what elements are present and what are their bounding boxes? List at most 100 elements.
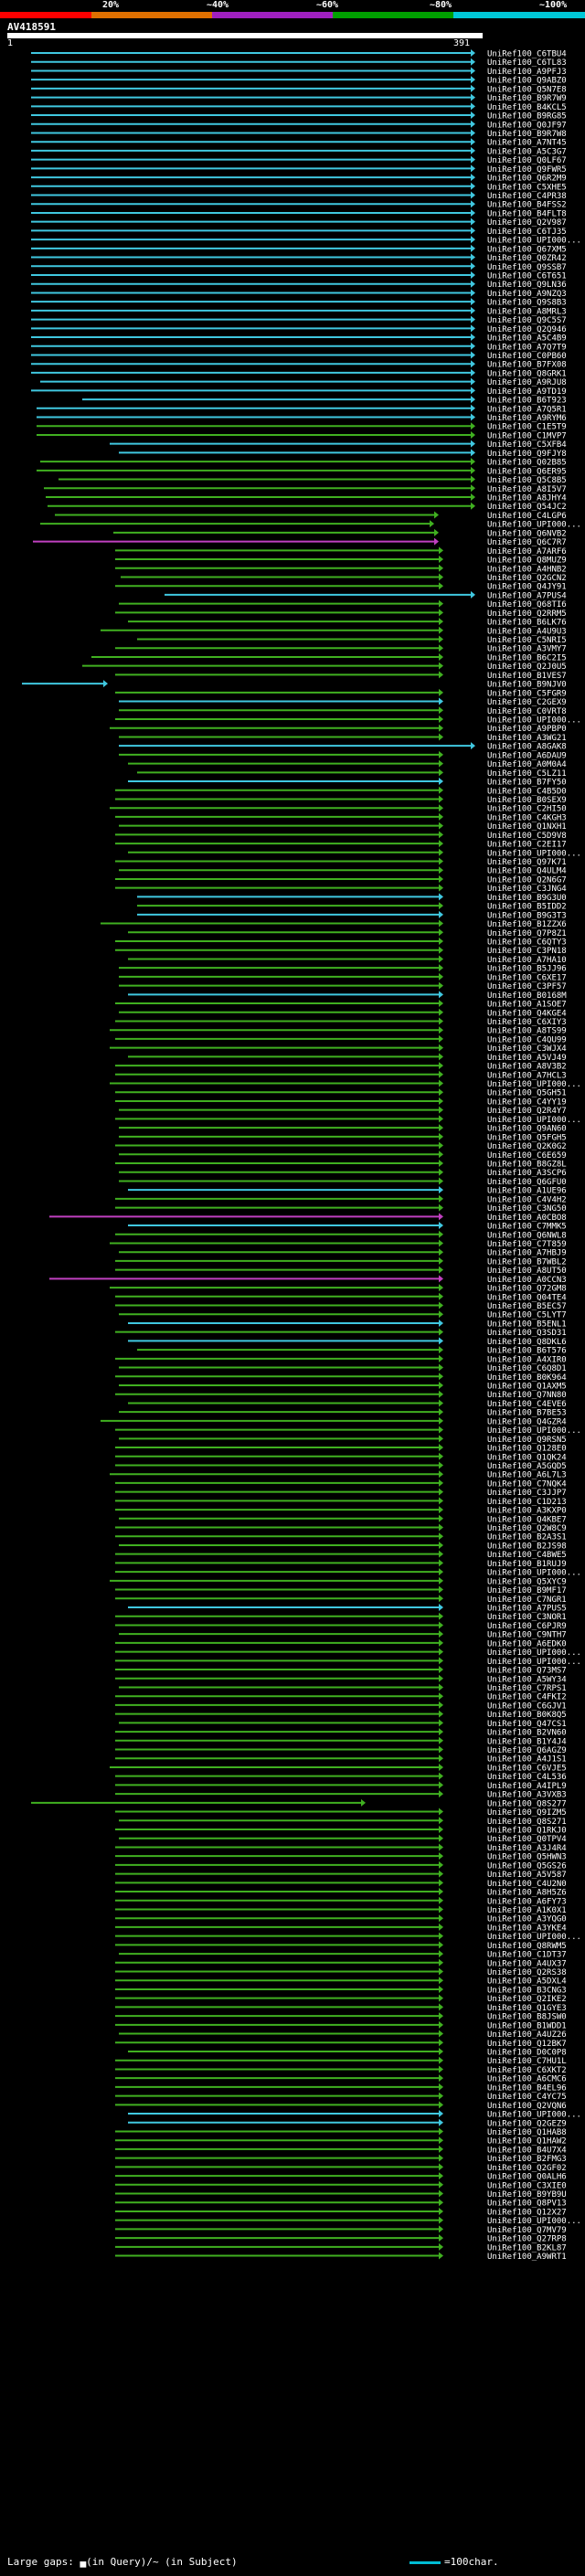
hit-label[interactable]: UniRef100_Q2GF02 xyxy=(487,2164,567,2173)
hit-row[interactable]: UniRef100_C5NRI5 xyxy=(137,635,567,646)
hit-row[interactable]: UniRef100_A9WRT1 xyxy=(115,2252,567,2263)
hit-label[interactable]: UniRef100_A4UX37 xyxy=(487,1959,567,1968)
hit-row[interactable]: UniRef100_A8MRL3 xyxy=(31,306,567,317)
hit-row[interactable]: UniRef100_UPI000... xyxy=(115,1115,581,1125)
hit-label[interactable]: UniRef100_C4FKI2 xyxy=(487,1693,567,1702)
hit-row[interactable]: UniRef100_Q8S271 xyxy=(119,1817,567,1827)
hit-label[interactable]: UniRef100_Q6C7R7 xyxy=(487,538,567,547)
hit-label[interactable]: UniRef100_C4PR38 xyxy=(487,192,567,201)
hit-row[interactable]: UniRef100_A3KXP0 xyxy=(115,1506,567,1516)
hit-row[interactable]: UniRef100_Q1NXH1 xyxy=(119,822,567,832)
hit-label[interactable]: UniRef100_C4YY19 xyxy=(487,1097,567,1107)
hit-row[interactable]: UniRef100_Q6NWL8 xyxy=(115,1230,567,1241)
hit-row[interactable]: UniRef100_Q9RSN5 xyxy=(119,1435,567,1445)
hit-row[interactable]: UniRef100_Q128E0 xyxy=(115,1444,567,1454)
hit-label[interactable]: UniRef100_Q9RSN5 xyxy=(487,1436,567,1445)
hit-label[interactable]: UniRef100_C5XFB4 xyxy=(487,440,567,450)
hit-row[interactable]: UniRef100_UPI000... xyxy=(115,1657,581,1667)
hit-label[interactable]: UniRef100_C4KGH3 xyxy=(487,813,567,822)
hit-label[interactable]: UniRef100_Q6NWL8 xyxy=(487,1231,567,1240)
hit-label[interactable]: UniRef100_Q72GM8 xyxy=(487,1285,567,1294)
hit-label[interactable]: UniRef100_C4QU99 xyxy=(487,1035,567,1044)
hit-row[interactable]: UniRef100_B6LK76 xyxy=(128,618,567,628)
hit-row[interactable]: UniRef100_A7PUS5 xyxy=(128,1604,567,1614)
hit-row[interactable]: UniRef100_Q3SD31 xyxy=(115,1328,567,1339)
hit-row[interactable]: UniRef100_Q0JF97 xyxy=(31,120,567,131)
hit-row[interactable]: UniRef100_Q5XYC9 xyxy=(110,1576,567,1587)
hit-row[interactable]: UniRef100_UPI000... xyxy=(115,2216,581,2227)
hit-row[interactable]: UniRef100_UPI000... xyxy=(40,520,581,530)
hit-label[interactable]: UniRef100_A9RYM6 xyxy=(487,414,567,423)
hit-label[interactable]: UniRef100_B5JJ96 xyxy=(487,965,567,974)
hit-label[interactable]: UniRef100_A1SOE7 xyxy=(487,1001,567,1010)
hit-row[interactable]: UniRef100_B2VN60 xyxy=(115,1728,567,1738)
hit-row[interactable]: UniRef100_B7FX08 xyxy=(31,360,567,370)
hit-label[interactable]: UniRef100_B1ZZX6 xyxy=(487,920,567,929)
hit-label[interactable]: UniRef100_B0168M xyxy=(487,991,567,1001)
hit-label[interactable]: UniRef100_A9PFJ3 xyxy=(487,68,567,77)
hit-row[interactable]: UniRef100_Q9ABZ0 xyxy=(31,76,567,86)
hit-row[interactable]: UniRef100_Q72GM8 xyxy=(110,1284,567,1294)
hit-label[interactable]: UniRef100_B0K8Q5 xyxy=(487,1711,567,1720)
hit-label[interactable]: UniRef100_B0SEX9 xyxy=(487,796,567,805)
hit-label[interactable]: UniRef100_C7RPS1 xyxy=(487,1684,567,1693)
hit-label[interactable]: UniRef100_UPI000... xyxy=(487,1569,581,1578)
hit-label[interactable]: UniRef100_B7BE53 xyxy=(487,1409,567,1418)
hit-row[interactable]: UniRef100_C1D213 xyxy=(115,1497,567,1507)
hit-row[interactable]: UniRef100_A0CBO8 xyxy=(49,1213,567,1223)
hit-row[interactable]: UniRef100_Q5HWN3 xyxy=(115,1852,567,1862)
hit-label[interactable]: UniRef100_B4U7X4 xyxy=(487,2146,567,2155)
hit-row[interactable]: UniRef100_B9R7W9 xyxy=(31,93,567,104)
hit-row[interactable]: UniRef100_B9MF17 xyxy=(115,1585,567,1596)
hit-row[interactable]: UniRef100_Q1HAW2 xyxy=(115,2136,567,2147)
hit-row[interactable]: UniRef100_B4FLT8 xyxy=(31,208,567,219)
hit-row[interactable]: UniRef100_B9YB9U xyxy=(115,2189,567,2200)
hit-label[interactable]: UniRef100_B9G3U0 xyxy=(487,894,567,903)
hit-label[interactable]: UniRef100_Q8S271 xyxy=(487,1818,567,1827)
hit-label[interactable]: UniRef100_Q0ZR42 xyxy=(487,254,567,263)
hit-row[interactable]: UniRef100_B9G3T3 xyxy=(137,910,567,921)
hit-row[interactable]: UniRef100_A4IPL9 xyxy=(115,1781,567,1791)
hit-row[interactable]: UniRef100_Q2Q946 xyxy=(31,324,567,334)
hit-label[interactable]: UniRef100_Q5GS26 xyxy=(487,1861,567,1871)
hit-label[interactable]: UniRef100_Q1HAW2 xyxy=(487,2137,567,2147)
hit-label[interactable]: UniRef100_Q6R2M9 xyxy=(487,175,567,184)
hit-label[interactable]: UniRef100_C3XIE0 xyxy=(487,2181,567,2190)
hit-row[interactable]: UniRef100_A5V587 xyxy=(115,1870,567,1881)
hit-row[interactable]: UniRef100_Q8PV13 xyxy=(115,2199,567,2209)
hit-row[interactable]: UniRef100_Q2K0G2 xyxy=(115,1141,567,1152)
hit-label[interactable]: UniRef100_Q2Q946 xyxy=(487,325,567,334)
hit-label[interactable]: UniRef100_UPI000... xyxy=(487,1080,581,1089)
hit-label[interactable]: UniRef100_Q4JY91 xyxy=(487,583,567,592)
hit-row[interactable]: UniRef100_C4YY19 xyxy=(115,1097,567,1108)
hit-row[interactable]: UniRef100_Q2J0U5 xyxy=(82,662,567,673)
hit-label[interactable]: UniRef100_C4U2N0 xyxy=(487,1880,567,1889)
hit-row[interactable]: UniRef100_C3PF57 xyxy=(119,981,567,992)
hit-row[interactable]: UniRef100_Q1GYE3 xyxy=(115,2003,567,2013)
hit-label[interactable]: UniRef100_A3YQG0 xyxy=(487,1915,567,1924)
hit-label[interactable]: UniRef100_Q9S8B3 xyxy=(487,299,567,308)
hit-row[interactable]: UniRef100_C6T651 xyxy=(31,271,567,281)
hit-row[interactable]: UniRef100_A4UZ26 xyxy=(119,2030,567,2041)
hit-label[interactable]: UniRef100_B1RUJ9 xyxy=(487,1560,567,1569)
hit-label[interactable]: UniRef100_B7WBL2 xyxy=(487,1257,567,1267)
hit-label[interactable]: UniRef100_C6XIY3 xyxy=(487,1018,567,1027)
hit-row[interactable]: UniRef100_Q4GZR4 xyxy=(101,1416,567,1427)
hit-row[interactable]: UniRef100_Q5FGH5 xyxy=(119,1132,567,1143)
hit-label[interactable]: UniRef100_Q0JF97 xyxy=(487,121,567,130)
hit-row[interactable]: UniRef100_B9NJV0 xyxy=(22,680,567,690)
hit-label[interactable]: UniRef100_Q8PV13 xyxy=(487,2200,567,2209)
hit-label[interactable]: UniRef100_B9R7W8 xyxy=(487,130,567,139)
hit-row[interactable]: UniRef100_Q0ZR42 xyxy=(31,253,567,264)
hit-row[interactable]: UniRef100_C4V4H2 xyxy=(115,1194,567,1205)
hit-label[interactable]: UniRef100_C6Q8D1 xyxy=(487,1364,567,1373)
hit-label[interactable]: UniRef100_B7FX08 xyxy=(487,361,567,370)
hit-row[interactable]: UniRef100_C6XKT2 xyxy=(115,2065,567,2075)
hit-row[interactable]: UniRef100_A6EDK0 xyxy=(115,1638,567,1649)
hit-row[interactable]: UniRef100_A5C3G7 xyxy=(31,146,567,157)
hit-row[interactable]: UniRef100_UPI000... xyxy=(128,2110,581,2120)
hit-label[interactable]: UniRef100_A7HCL3 xyxy=(487,1071,567,1080)
hit-row[interactable]: UniRef100_C6XE17 xyxy=(119,972,567,983)
hit-row[interactable]: UniRef100_UPI000... xyxy=(115,1932,581,1943)
hit-row[interactable]: UniRef100_A5GQD5 xyxy=(115,1461,567,1471)
